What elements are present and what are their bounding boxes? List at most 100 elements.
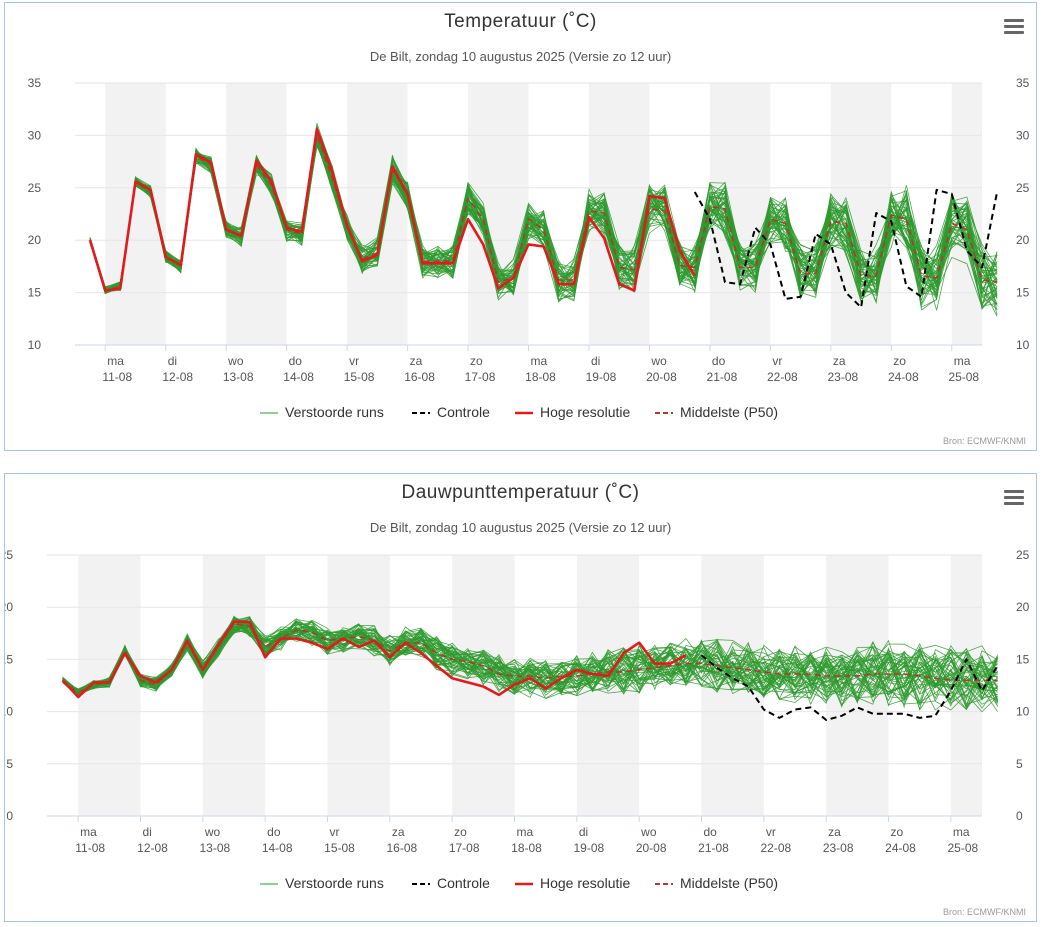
- legend-item-label[interactable]: Hoge resolutie: [540, 404, 630, 420]
- x-tick-day: vr: [766, 825, 776, 839]
- x-tick-date: 12-08: [137, 841, 168, 855]
- chart-legend: Verstoorde runs Controle Hoge resolutie Mid…: [260, 404, 778, 420]
- legend-item-label[interactable]: Verstoorde runs: [285, 404, 384, 420]
- x-tick-date: 24-08: [885, 841, 916, 855]
- chart-title: Temperatuur (˚C): [444, 11, 597, 32]
- x-tick-day: za: [410, 354, 423, 368]
- x-tick-day: zo: [470, 354, 483, 368]
- ensemble-member-line: [62, 620, 998, 705]
- x-tick-date: 23-08: [823, 841, 854, 855]
- x-tick-day: ma: [953, 825, 970, 839]
- x-tick-date: 17-08: [449, 841, 480, 855]
- y-tick-label-left: 25: [28, 181, 42, 195]
- x-tick-date: 21-08: [707, 370, 738, 384]
- source-credit: Bron: ECMWF/KNMI: [942, 436, 1026, 446]
- legend-item-label[interactable]: Hoge resolutie: [540, 875, 630, 891]
- x-tick-day: wo: [204, 825, 221, 839]
- x-tick-day: di: [143, 825, 152, 839]
- x-tick-day: vr: [772, 354, 782, 368]
- x-tick-day: ma: [531, 354, 548, 368]
- temperature-chart-panel: Temperatuur (˚C) De Bilt, zondag 10 augu…: [4, 2, 1037, 451]
- x-tick-date: 16-08: [386, 841, 417, 855]
- x-tick-day: za: [392, 825, 405, 839]
- x-tick-date: 24-08: [888, 370, 919, 384]
- y-tick-label-left: 20: [5, 600, 13, 614]
- y-tick-label-right: 20: [1016, 600, 1030, 614]
- y-tick-label-left: 10: [5, 705, 13, 719]
- x-tick-day: ma: [954, 354, 971, 368]
- legend-item-label[interactable]: Middelste (P50): [680, 404, 778, 420]
- y-tick-label-right: 30: [1016, 128, 1030, 142]
- legend-item-label[interactable]: Controle: [437, 404, 490, 420]
- legend-item-label[interactable]: Controle: [437, 875, 490, 891]
- legend-item-label[interactable]: Verstoorde runs: [285, 875, 384, 891]
- chart-menu-icon[interactable]: [1004, 19, 1024, 35]
- chart-title: Dauwpunttemperatuur (˚C): [401, 482, 640, 503]
- x-tick-date: 21-08: [698, 841, 729, 855]
- ensemble-member-line: [89, 142, 998, 301]
- y-tick-label-right: 10: [1016, 338, 1030, 352]
- chart-subtitle: De Bilt, zondag 10 augustus 2025 (Versie…: [369, 520, 672, 535]
- x-tick-date: 12-08: [162, 370, 193, 384]
- x-tick-day: ma: [517, 825, 534, 839]
- x-tick-day: di: [591, 354, 600, 368]
- ensemble-member-line: [62, 628, 998, 706]
- x-tick-day: wo: [650, 354, 667, 368]
- ensemble-member-line: [62, 619, 998, 711]
- x-tick-day: ma: [80, 825, 97, 839]
- temperature-chart-svg: 10 10 15 15 20 20 25 25 30 30 35 35 ma 11-08 di 12-08 wo…: [28, 76, 1030, 420]
- x-tick-date: 15-08: [324, 841, 355, 855]
- y-tick-label-left: 30: [28, 128, 42, 142]
- day-band: [226, 83, 287, 345]
- x-tick-date: 14-08: [283, 370, 314, 384]
- chart-menu-icon[interactable]: [1004, 490, 1024, 506]
- x-tick-date: 17-08: [465, 370, 496, 384]
- y-tick-label-left: 15: [5, 652, 13, 666]
- x-tick-date: 11-08: [75, 841, 105, 855]
- median-series-line: [89, 134, 998, 292]
- ensemble-member-line: [62, 626, 998, 698]
- hires-series-line: [61, 620, 687, 699]
- y-tick-label-left: 25: [5, 548, 13, 562]
- x-tick-date: 20-08: [646, 370, 677, 384]
- x-tick-day: wo: [640, 825, 657, 839]
- x-tick-date: 13-08: [223, 370, 254, 384]
- x-tick-date: 18-08: [511, 841, 542, 855]
- x-tick-day: do: [267, 825, 281, 839]
- x-tick-day: za: [833, 354, 846, 368]
- y-tick-label-right: 15: [1016, 286, 1030, 300]
- hires-series-line: [88, 127, 696, 292]
- y-tick-label-right: 20: [1016, 233, 1030, 247]
- legend-item-label[interactable]: Middelste (P50): [680, 875, 778, 891]
- y-tick-label-right: 25: [1016, 548, 1030, 562]
- y-tick-label-right: 25: [1016, 181, 1030, 195]
- x-tick-date: 25-08: [947, 841, 978, 855]
- x-tick-date: 22-08: [767, 370, 798, 384]
- x-tick-date: 19-08: [573, 841, 604, 855]
- x-tick-day: wo: [227, 354, 244, 368]
- chart-legend: Verstoorde runs Controle Hoge resolutie Mid…: [260, 875, 778, 891]
- x-tick-day: vr: [330, 825, 340, 839]
- x-tick-date: 16-08: [404, 370, 435, 384]
- dewpoint-chart-panel: Dauwpunttemperatuur (˚C) De Bilt, zondag…: [4, 473, 1037, 922]
- day-band: [327, 555, 390, 816]
- x-tick-day: do: [289, 354, 303, 368]
- x-tick-day: zo: [891, 825, 904, 839]
- control-series-line: [693, 188, 999, 309]
- x-tick-day: do: [704, 825, 718, 839]
- y-tick-label-right: 0: [1016, 809, 1023, 823]
- x-tick-day: di: [579, 825, 588, 839]
- y-tick-label-left: 15: [28, 286, 42, 300]
- x-tick-date: 11-08: [102, 370, 132, 384]
- y-tick-label-right: 35: [1016, 76, 1030, 90]
- x-tick-day: zo: [454, 825, 467, 839]
- x-tick-date: 25-08: [948, 370, 979, 384]
- x-tick-date: 23-08: [827, 370, 858, 384]
- y-tick-label-left: 35: [28, 76, 42, 90]
- y-tick-label-left: 10: [28, 338, 42, 352]
- ensemble-member-line: [89, 131, 998, 309]
- x-tick-day: zo: [893, 354, 906, 368]
- x-tick-day: do: [712, 354, 726, 368]
- source-credit: Bron: ECMWF/KNMI: [942, 907, 1026, 917]
- x-tick-day: vr: [349, 354, 359, 368]
